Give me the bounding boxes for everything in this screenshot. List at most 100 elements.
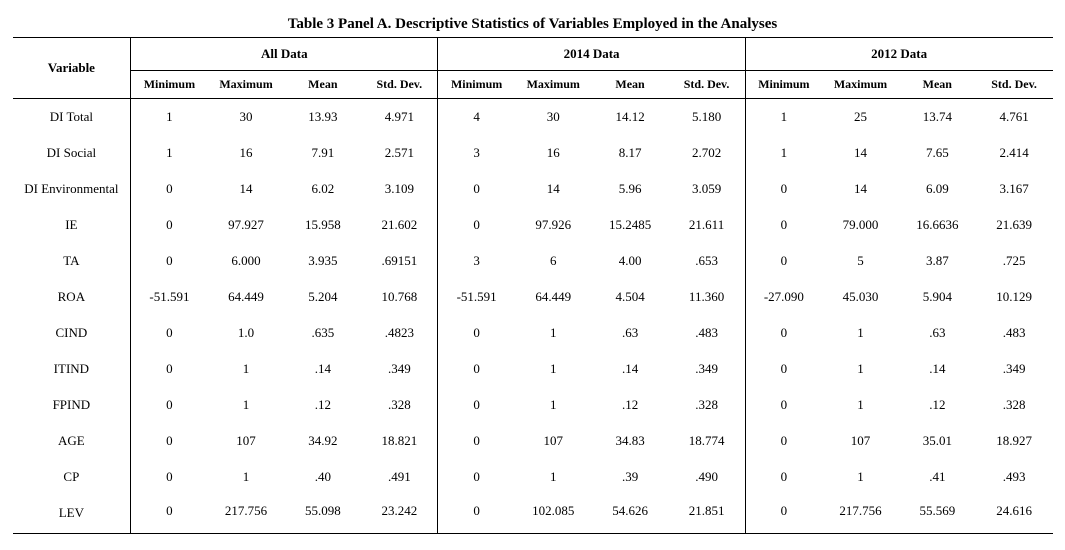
table-row: LEV0217.75655.09823.2420102.08554.62621.…	[13, 495, 1053, 534]
variable-label: TA	[13, 243, 131, 279]
stat-cell: 7.65	[899, 135, 976, 171]
stat-cell: 0	[438, 351, 515, 387]
stat-cell: 5	[822, 243, 899, 279]
stat-cell: 1	[822, 351, 899, 387]
stat-cell: .491	[361, 459, 438, 495]
stat-cell: 0	[438, 171, 515, 207]
stat-cell: .63	[899, 315, 976, 351]
stat-cell: .4823	[361, 315, 438, 351]
stat-cell: -51.591	[438, 279, 515, 315]
variable-label: CP	[13, 459, 131, 495]
stat-cell: 2.571	[361, 135, 438, 171]
stat-cell: .14	[284, 351, 361, 387]
stat-cell: 64.449	[208, 279, 285, 315]
stat-header: Maximum	[822, 71, 899, 99]
stat-cell: .39	[592, 459, 669, 495]
stat-cell: 2.414	[976, 135, 1053, 171]
stat-cell: 1	[208, 387, 285, 423]
stat-cell: .12	[592, 387, 669, 423]
stat-cell: 55.569	[899, 495, 976, 534]
stat-cell: 79.000	[822, 207, 899, 243]
stat-cell: 1	[745, 99, 822, 136]
stat-cell: 0	[745, 171, 822, 207]
table-row: DI Environmental0146.023.1090145.963.059…	[13, 171, 1053, 207]
stat-cell: 18.927	[976, 423, 1053, 459]
stat-cell: 0	[131, 423, 208, 459]
stat-cell: .328	[976, 387, 1053, 423]
variable-label: DI Total	[13, 99, 131, 136]
stat-cell: .328	[668, 387, 745, 423]
stat-cell: 34.83	[592, 423, 669, 459]
stat-cell: 0	[745, 207, 822, 243]
group-header: 2012 Data	[745, 38, 1052, 71]
stat-cell: 15.2485	[592, 207, 669, 243]
stat-header: Minimum	[745, 71, 822, 99]
stat-cell: 1	[131, 135, 208, 171]
stat-cell: 5.204	[284, 279, 361, 315]
stat-cell: .328	[361, 387, 438, 423]
stat-cell: 3.059	[668, 171, 745, 207]
stat-cell: 30	[208, 99, 285, 136]
stat-cell: 0	[438, 207, 515, 243]
stat-cell: 0	[745, 387, 822, 423]
stat-header: Mean	[284, 71, 361, 99]
stat-cell: 102.085	[515, 495, 592, 534]
table-row: IE097.92715.95821.602097.92615.248521.61…	[13, 207, 1053, 243]
stat-cell: 2.702	[668, 135, 745, 171]
table-row: FPIND01.12.32801.12.32801.12.328	[13, 387, 1053, 423]
stat-cell: .483	[668, 315, 745, 351]
stat-cell: 10.129	[976, 279, 1053, 315]
stat-cell: .12	[899, 387, 976, 423]
stat-cell: 25	[822, 99, 899, 136]
stat-cell: 1.0	[208, 315, 285, 351]
stat-cell: 1	[515, 387, 592, 423]
stat-cell: 1	[822, 315, 899, 351]
stat-cell: 0	[438, 315, 515, 351]
stat-cell: 18.774	[668, 423, 745, 459]
stats-table: Variable All Data 2014 Data 2012 Data Mi…	[13, 37, 1053, 534]
variable-label: LEV	[13, 495, 131, 534]
stat-cell: 3.109	[361, 171, 438, 207]
stat-cell: 35.01	[899, 423, 976, 459]
stat-cell: 217.756	[208, 495, 285, 534]
stat-cell: 3	[438, 243, 515, 279]
stat-cell: 23.242	[361, 495, 438, 534]
stat-cell: 1	[515, 459, 592, 495]
stat-cell: 0	[131, 207, 208, 243]
stat-cell: 3.87	[899, 243, 976, 279]
stat-cell: 0	[438, 423, 515, 459]
stat-cell: 0	[438, 495, 515, 534]
table-row: TA06.0003.935.69151364.00.653053.87.725	[13, 243, 1053, 279]
group-header: All Data	[131, 38, 438, 71]
stat-header: Minimum	[131, 71, 208, 99]
stat-cell: .69151	[361, 243, 438, 279]
variable-label: IE	[13, 207, 131, 243]
stat-cell: 107	[208, 423, 285, 459]
stat-header: Std. Dev.	[668, 71, 745, 99]
stat-cell: -51.591	[131, 279, 208, 315]
stat-cell: 3	[438, 135, 515, 171]
stat-cell: 13.74	[899, 99, 976, 136]
stat-cell: 6	[515, 243, 592, 279]
stat-cell: 0	[745, 351, 822, 387]
stat-cell: 217.756	[822, 495, 899, 534]
stat-cell: .40	[284, 459, 361, 495]
table-row: DI Social1167.912.5713168.172.7021147.65…	[13, 135, 1053, 171]
table-title: Table 3 Panel A. Descriptive Statistics …	[10, 16, 1055, 33]
stat-cell: 14	[822, 171, 899, 207]
stat-cell: 11.360	[668, 279, 745, 315]
stat-cell: 1	[822, 387, 899, 423]
stat-cell: .653	[668, 243, 745, 279]
stat-cell: 0	[745, 315, 822, 351]
stat-cell: 1	[515, 351, 592, 387]
stat-cell: 10.768	[361, 279, 438, 315]
stat-cell: 16.6636	[899, 207, 976, 243]
stat-cell: 1	[745, 135, 822, 171]
stat-cell: 4.504	[592, 279, 669, 315]
stat-cell: 3.935	[284, 243, 361, 279]
stat-cell: 8.17	[592, 135, 669, 171]
stat-cell: 21.611	[668, 207, 745, 243]
stat-cell: 14	[822, 135, 899, 171]
stat-cell: 5.180	[668, 99, 745, 136]
stat-cell: 0	[131, 315, 208, 351]
